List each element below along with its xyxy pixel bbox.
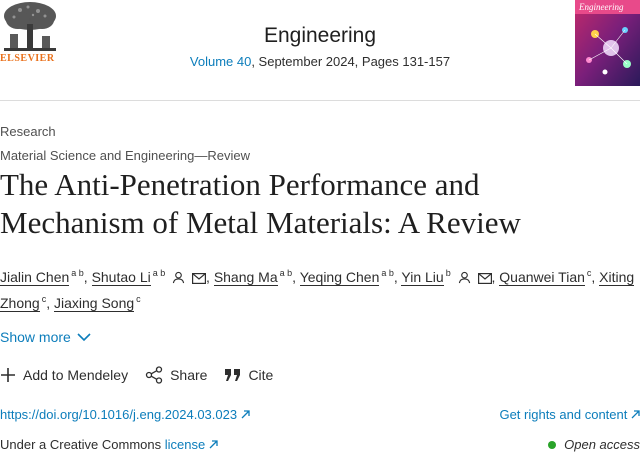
cite-label: Cite (248, 367, 274, 383)
author[interactable]: Yin Liu b (401, 268, 492, 286)
license-prefix: Under a Creative Commons (0, 437, 162, 452)
get-rights-link[interactable]: Get rights and content (499, 407, 640, 422)
add-to-mendeley-label: Add to Mendeley (23, 367, 129, 383)
envelope-icon[interactable] (192, 267, 207, 291)
share-icon (145, 366, 163, 384)
volume-link[interactable]: Volume 40 (189, 54, 252, 69)
license-link[interactable]: license (165, 437, 218, 452)
doi-text: https://doi.org/10.1016/j.eng.2024.03.02… (0, 407, 238, 422)
cite-button[interactable]: Cite (224, 367, 273, 383)
affiliation-marker: a b (152, 268, 166, 279)
author[interactable]: Shang Ma a b (213, 268, 293, 286)
affiliation-marker: b (445, 268, 451, 279)
author[interactable]: Jiaxing Song c (53, 294, 141, 312)
author-name[interactable]: Jialin Chen (0, 269, 70, 286)
elsevier-tree-icon (0, 0, 60, 52)
header-divider (0, 100, 640, 101)
journal-cover-image[interactable]: Engineering (575, 0, 640, 86)
article-title: The Anti-Penetration Performance and Mec… (0, 166, 640, 242)
doi-link[interactable]: https://doi.org/10.1016/j.eng.2024.03.02… (0, 407, 250, 422)
author[interactable]: Shutao Li a b (91, 268, 207, 286)
author[interactable]: Quanwei Tian c (499, 268, 592, 286)
open-access-label: Open access (564, 437, 640, 452)
affiliation-marker: a b (279, 268, 293, 279)
author[interactable]: Xiting Zhong c (0, 269, 635, 312)
cover-title: Engineering (579, 2, 624, 12)
external-arrow-icon (209, 440, 218, 449)
show-more-button[interactable]: Show more (0, 329, 91, 345)
affiliation-marker: c (41, 294, 47, 305)
cover-art (575, 0, 640, 86)
author-list: Jialin Chen a b, Shutao Li a b , Shang Ma a… (0, 268, 635, 312)
open-access-dot-icon (548, 440, 557, 449)
elsevier-wordmark: ELSEVIER (0, 53, 55, 64)
article-type: Research (0, 124, 56, 139)
chevron-down-icon (77, 332, 91, 341)
author[interactable]: Jialin Chen a b (0, 268, 84, 286)
author-name[interactable]: Yin Liu (401, 269, 444, 286)
envelope-icon[interactable] (477, 267, 492, 291)
title-line-2: Mechanism of Metal Materials: A Review (0, 205, 521, 240)
plus-icon (1, 368, 15, 382)
share-label: Share (170, 367, 208, 383)
elsevier-logo[interactable]: ELSEVIER (0, 0, 60, 66)
affiliation-marker: c (136, 294, 141, 305)
external-arrow-icon (241, 410, 250, 419)
title-line-1: The Anti-Penetration Performance and (0, 167, 480, 202)
open-access-badge: Open access (548, 437, 640, 452)
author[interactable]: Yeqing Chen a b (299, 268, 394, 286)
author-name[interactable]: Xiting Zhong (0, 269, 635, 312)
author-name[interactable]: Quanwei Tian (499, 269, 585, 286)
affiliation-marker: a b (381, 268, 394, 279)
affiliation-marker: c (586, 268, 592, 279)
person-icon (172, 267, 185, 291)
journal-issue-info: Volume 40, September 2024, Pages 131-157 (0, 54, 640, 69)
issue-details: , September 2024, Pages 131-157 (251, 54, 451, 69)
person-icon (458, 267, 471, 291)
article-category: Material Science and Engineering—Review (0, 148, 251, 163)
license-link-text: license (164, 437, 206, 452)
quote-icon (225, 369, 241, 381)
author-name[interactable]: Shutao Li (91, 269, 151, 286)
external-arrow-icon (631, 410, 640, 419)
add-to-mendeley-button[interactable]: Add to Mendeley (0, 367, 128, 383)
share-button[interactable]: Share (145, 366, 207, 384)
rights-text: Get rights and content (499, 407, 628, 422)
license-statement: Under a Creative Commons license (0, 437, 218, 452)
affiliation-marker: a b (71, 268, 84, 279)
author-name[interactable]: Jiaxing Song (53, 295, 135, 312)
article-actions: Add to Mendeley Share Cite (0, 366, 290, 384)
author-name[interactable]: Yeqing Chen (299, 269, 380, 286)
journal-title[interactable]: Engineering (263, 24, 377, 47)
show-more-label: Show more (0, 329, 71, 345)
author-name[interactable]: Shang Ma (213, 269, 278, 286)
journal-header: ELSEVIER Engineering Volume 40, Septembe… (0, 0, 640, 92)
